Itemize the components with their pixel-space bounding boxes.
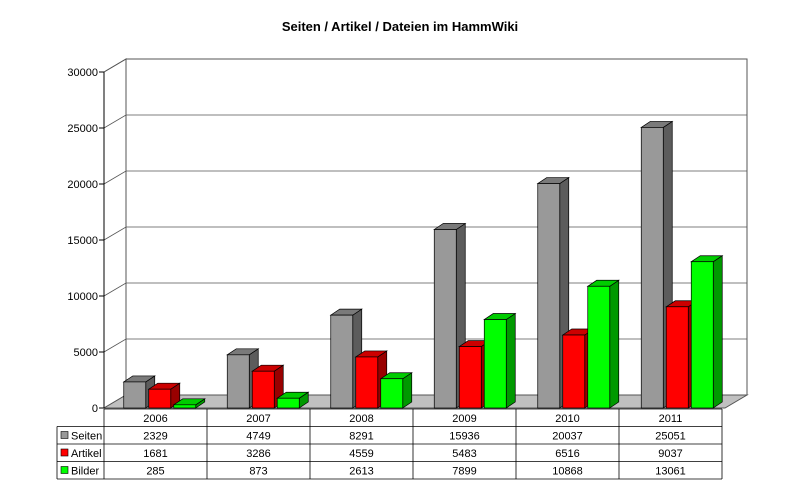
bar-front [226, 354, 250, 409]
legend-swatch [60, 431, 69, 439]
data-label: 4559 [349, 448, 373, 460]
data-label: 10868 [552, 466, 583, 478]
data-label: 5483 [452, 448, 476, 460]
bar-side [609, 279, 620, 409]
legend-label: Artikel [71, 448, 102, 460]
data-label: 4749 [246, 431, 270, 443]
chart-title: Seiten / Artikel / Dateien im HammWiki [282, 19, 518, 34]
data-label: 2329 [143, 431, 167, 443]
x-category-label: 2010 [555, 413, 579, 425]
bar-front [355, 356, 379, 409]
data-label: 7899 [452, 466, 476, 478]
legend-swatch [60, 448, 69, 457]
gridline [103, 170, 747, 185]
data-label: 8291 [349, 431, 373, 443]
legend-label: Seiten [71, 431, 102, 443]
bar-bilder-2010 [586, 279, 620, 409]
data-label: 873 [249, 466, 267, 478]
bar-front [433, 229, 457, 409]
x-category-label: 2008 [349, 413, 373, 425]
data-label: 6516 [555, 448, 579, 460]
y-tick-label: 5000 [74, 347, 98, 359]
bar-front [380, 378, 404, 409]
x-category-label: 2006 [143, 413, 167, 425]
data-label: 20037 [552, 431, 583, 443]
bar-bilder-2008 [379, 372, 413, 409]
data-label: 285 [146, 466, 164, 478]
bar-front [148, 388, 172, 409]
bar-front [537, 183, 561, 409]
gridline [103, 114, 747, 129]
bar-side [505, 312, 516, 409]
y-tick-label: 0 [92, 403, 98, 415]
bar-bilder-2006 [172, 398, 206, 409]
bar-front [123, 381, 147, 409]
data-label: 25051 [655, 431, 686, 443]
gridline [103, 58, 747, 73]
data-label: 13061 [655, 466, 686, 478]
bar-front [330, 314, 354, 409]
data-label: 15936 [449, 431, 480, 443]
data-table: 2006 2007 2008 2009 2010 2011 Seiten 2329 4749 82… [56, 408, 723, 480]
x-category-label: 2011 [659, 413, 683, 425]
data-label: 2613 [349, 466, 373, 478]
bar-side [712, 255, 723, 409]
y-tick-label: 25000 [67, 123, 98, 135]
bar-front [483, 319, 507, 409]
bar-seiten-2011 [640, 120, 674, 409]
data-label: 1681 [143, 448, 167, 460]
bar-front [587, 285, 611, 409]
bar-seiten-2006 [122, 375, 156, 409]
data-label: 9037 [658, 448, 682, 460]
bar-front [173, 404, 197, 409]
y-tick-label: 20000 [67, 179, 98, 191]
bar-front [458, 346, 482, 409]
bar-front [690, 261, 714, 409]
legend-label: Bilder [71, 466, 99, 478]
x-category-label: 2007 [246, 413, 270, 425]
bar-artikel-2006 [147, 382, 181, 409]
bar-bilder-2007 [276, 391, 310, 409]
y-tick-label: 10000 [67, 291, 98, 303]
bar-artikel-2007 [251, 364, 285, 409]
bar-front [640, 127, 664, 409]
x-category-label: 2009 [452, 413, 476, 425]
bar-front [665, 306, 689, 409]
bar-bilder-2009 [483, 312, 517, 409]
bar-bilder-2011 [690, 255, 724, 409]
y-tick-label: 15000 [67, 235, 98, 247]
y-tick-label: 30000 [67, 67, 98, 79]
plot-area: 0 5000 10000 15000 20000 25000 30000 [67, 58, 749, 415]
bar-front [562, 334, 586, 409]
data-label: 3286 [246, 448, 270, 460]
legend-swatch [60, 466, 69, 474]
bar-front [276, 397, 300, 409]
bar-front [251, 370, 275, 409]
